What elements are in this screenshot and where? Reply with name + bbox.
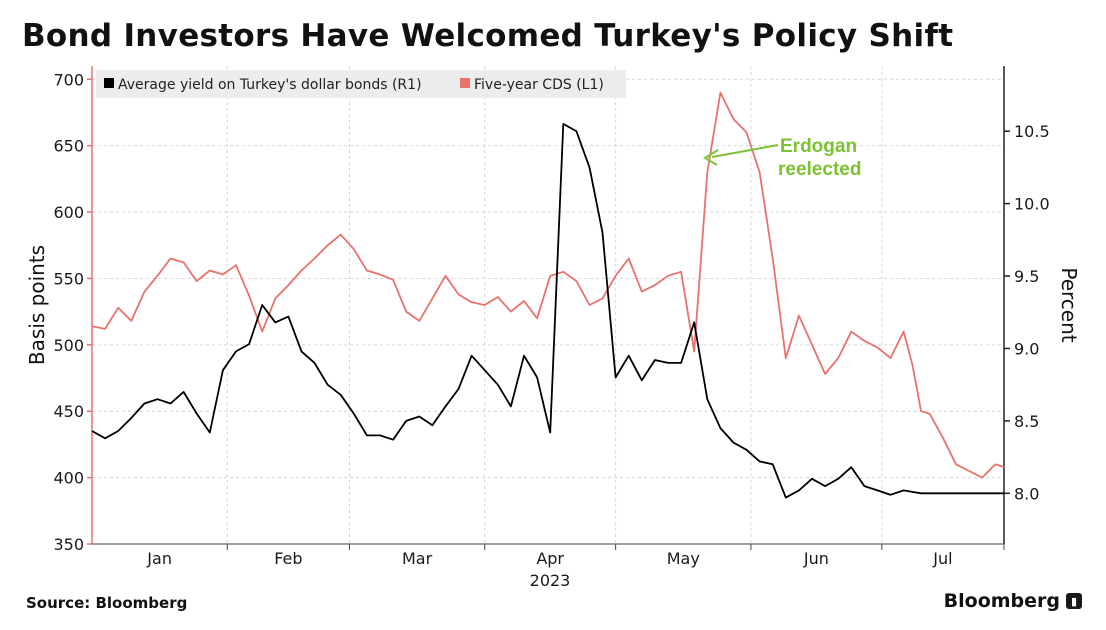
- right-tick-label: 9.5: [1014, 267, 1039, 286]
- bloomberg-logo-icon: ▮: [1066, 593, 1082, 609]
- legend-swatch-yield: [104, 78, 114, 88]
- month-label: May: [667, 549, 700, 568]
- annotation-line-1: Erdogan: [780, 136, 857, 157]
- left-tick-label: 700: [53, 70, 84, 89]
- source-note: Source: Bloomberg: [26, 594, 188, 612]
- axes: Jan Feb Mar Apr May Jun Jul 350 400 450 500 550 600 6…: [53, 66, 1050, 568]
- right-tick-label: 8.5: [1014, 412, 1039, 431]
- annotation-arrowhead: [703, 149, 719, 166]
- right-tick-label: 10.0: [1014, 195, 1050, 214]
- annotation: Erdogan reelected: [703, 136, 861, 180]
- left-tick-label: 600: [53, 203, 84, 222]
- left-axis-label: Basis points: [25, 245, 49, 365]
- month-label: Jul: [932, 549, 952, 568]
- legend-swatch-cds: [460, 78, 470, 88]
- month-label: Mar: [402, 549, 433, 568]
- month-label: Jan: [146, 549, 172, 568]
- annotation-arrow: [711, 144, 779, 158]
- chart-title: Bond Investors Have Welcomed Turkey's Po…: [22, 18, 954, 54]
- legend-background: [96, 70, 626, 98]
- right-tick-label: 8.0: [1014, 484, 1039, 503]
- left-tick-label: 550: [53, 269, 84, 288]
- legend-item-yield: Average yield on Turkey's dollar bonds (…: [118, 77, 422, 93]
- legend-item-cds: Five-year CDS (L1): [474, 77, 604, 93]
- left-tick-label: 350: [53, 535, 84, 554]
- left-tick-label: 650: [53, 137, 84, 156]
- annotation-line-2: reelected: [778, 159, 861, 180]
- series-layer: [91, 91, 1005, 499]
- brand: Bloomberg ▮: [944, 590, 1082, 612]
- month-label: Apr: [536, 549, 564, 568]
- left-tick-label: 450: [53, 402, 84, 421]
- right-axis-label: Percent: [1057, 267, 1081, 342]
- legend: Average yield on Turkey's dollar bonds (…: [96, 70, 626, 98]
- month-label: Jun: [803, 549, 829, 568]
- left-tick-label: 400: [53, 469, 84, 488]
- left-tick-label: 500: [53, 336, 84, 355]
- year-label: 2023: [530, 571, 571, 590]
- brand-name: Bloomberg: [943, 590, 1060, 612]
- month-label: Feb: [274, 549, 302, 568]
- right-tick-label: 9.0: [1014, 339, 1039, 358]
- series-line-yield: [91, 123, 1004, 499]
- right-tick-label: 10.5: [1014, 122, 1050, 141]
- grid: [92, 66, 1005, 545]
